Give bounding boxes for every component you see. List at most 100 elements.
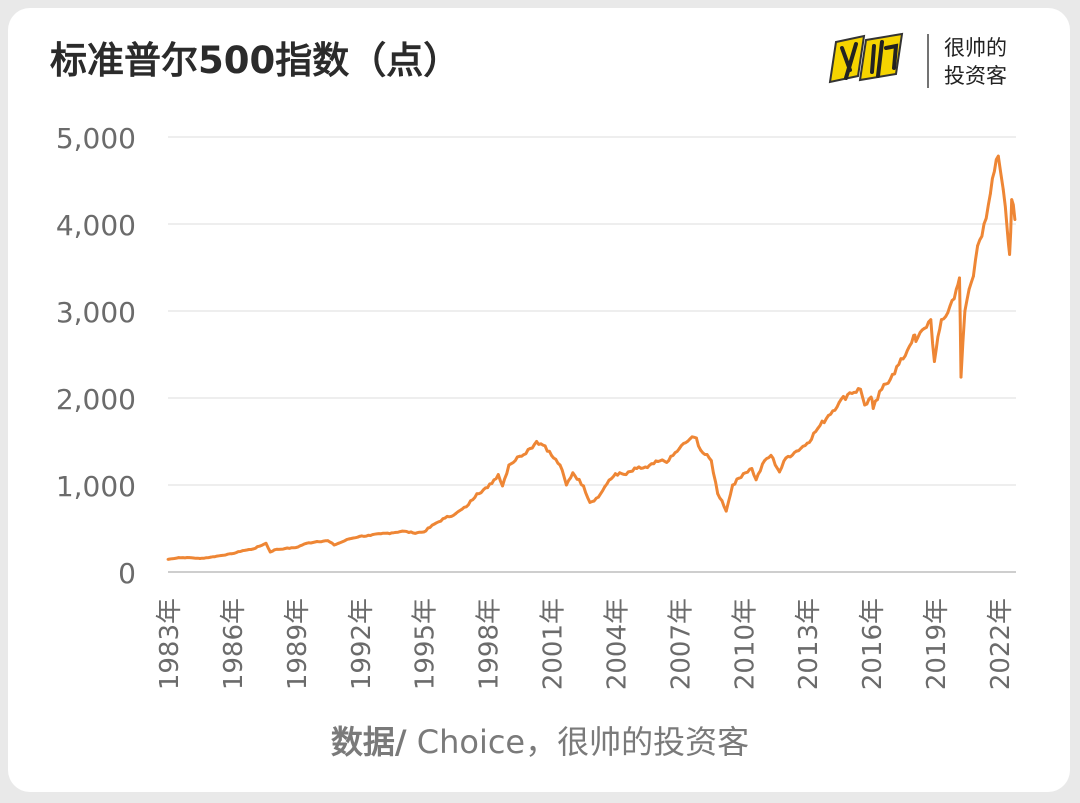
- data-point: [535, 440, 539, 443]
- data-point: [932, 360, 936, 363]
- data-point: [550, 454, 553, 457]
- data-point: [688, 437, 692, 441]
- data-point: [929, 318, 933, 322]
- data-point: [264, 541, 268, 545]
- y-tick-label: 2,000: [56, 383, 136, 416]
- data-point: [251, 547, 255, 551]
- source-text: Choice，很帅的投资客: [406, 723, 750, 761]
- source-note: 数据/ Choice，很帅的投资客: [0, 717, 1080, 763]
- data-point: [198, 557, 202, 560]
- x-axis-ticks: 1983年 1986年 1989年 1992年 1995年 1998年 2001年 2004年…: [155, 598, 1016, 690]
- data-point: [486, 486, 489, 490]
- x-tick-label: 1995年: [411, 598, 441, 690]
- data-point: [305, 541, 308, 545]
- data-point: [996, 154, 1000, 158]
- data-point: [496, 473, 500, 476]
- data-point: [784, 456, 788, 460]
- data-point: [982, 222, 986, 226]
- x-tick-label: 1989年: [283, 598, 313, 690]
- data-point: [699, 448, 703, 452]
- data-point: [369, 534, 372, 537]
- brand-logo: [828, 32, 929, 88]
- data-point: [543, 444, 547, 448]
- data-point: [518, 454, 521, 458]
- data-point: [241, 549, 244, 553]
- data-point: [837, 400, 841, 404]
- data-point: [769, 454, 773, 457]
- data-point: [475, 492, 479, 496]
- data-point: [976, 244, 980, 248]
- data-point: [326, 539, 330, 543]
- data-point: [869, 395, 873, 399]
- data-point: [411, 531, 415, 535]
- data-point: [315, 540, 319, 543]
- data-point: [1008, 253, 1012, 256]
- y-tick-label: 4,000: [56, 209, 136, 242]
- data-point: [741, 472, 745, 476]
- data-point: [1013, 218, 1017, 222]
- y-tick-label: 5,000: [56, 122, 136, 155]
- brand-name-line2: 投资客: [944, 64, 1007, 88]
- x-tick-label: 2022年: [986, 598, 1016, 690]
- data-point: [219, 554, 223, 557]
- data-point: [859, 387, 862, 391]
- chart-card: [8, 8, 1070, 792]
- data-point: [891, 373, 894, 376]
- data-point: [731, 483, 735, 487]
- data-point: [954, 287, 958, 291]
- data-point: [940, 318, 943, 322]
- data-point: [695, 436, 698, 440]
- data-point: [332, 543, 336, 547]
- data-point: [588, 501, 592, 504]
- data-point: [209, 555, 213, 559]
- data-point: [922, 327, 926, 330]
- y-tick-label: 3,000: [56, 296, 136, 329]
- data-point: [914, 340, 918, 343]
- data-point: [716, 492, 720, 496]
- data-point: [656, 460, 660, 463]
- data-point: [971, 274, 975, 278]
- x-tick-label: 2019年: [922, 598, 952, 690]
- data-point: [177, 556, 181, 560]
- data-point: [645, 466, 649, 469]
- data-point: [528, 447, 532, 450]
- data-point: [422, 530, 426, 534]
- x-tick-label: 1992年: [347, 598, 377, 690]
- y-tick-label: 0: [118, 557, 136, 590]
- series-line-sp500: [167, 154, 1017, 561]
- data-point: [571, 471, 575, 475]
- data-point: [1006, 231, 1009, 235]
- data-point: [432, 522, 436, 526]
- y-tick-label: 1,000: [56, 470, 136, 503]
- data-point: [750, 467, 754, 470]
- data-point: [187, 556, 191, 560]
- data-point: [379, 532, 383, 536]
- data-point: [989, 192, 992, 195]
- data-point: [390, 531, 394, 535]
- data-point: [912, 333, 916, 337]
- data-point: [724, 509, 728, 513]
- data-point: [863, 403, 867, 407]
- data-point: [268, 550, 272, 554]
- x-tick-label: 1983年: [155, 598, 185, 690]
- data-point: [558, 463, 562, 467]
- data-point: [871, 407, 875, 410]
- data-point: [294, 546, 298, 550]
- data-point: [901, 357, 905, 361]
- x-tick-label: 2013年: [794, 598, 824, 690]
- brand-name-line1: 很帅的: [944, 36, 1007, 60]
- x-tick-label: 1986年: [219, 598, 249, 690]
- data-point: [443, 516, 447, 520]
- data-point: [805, 441, 809, 445]
- data-point: [358, 534, 362, 538]
- data-point: [667, 459, 671, 463]
- data-point: [283, 547, 287, 550]
- data-point: [273, 548, 276, 552]
- data-point: [400, 529, 404, 533]
- data-point: [337, 541, 340, 545]
- series-points: [166, 154, 1017, 561]
- data-point: [565, 483, 568, 487]
- data-point: [967, 287, 971, 291]
- data-point: [166, 557, 170, 561]
- x-tick-label: 2016年: [858, 598, 888, 690]
